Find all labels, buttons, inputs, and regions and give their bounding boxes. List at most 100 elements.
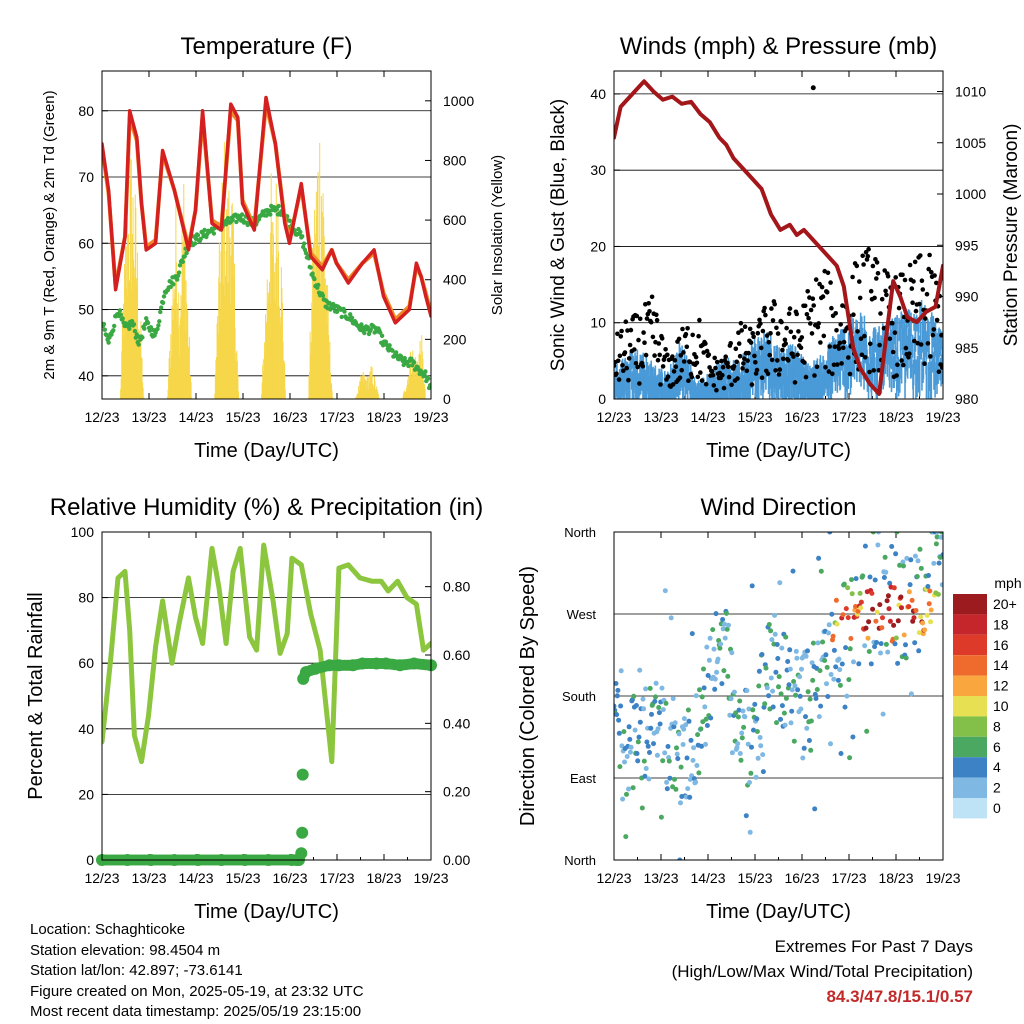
direction-point bbox=[758, 743, 764, 749]
gust-point bbox=[686, 378, 691, 384]
direction-point bbox=[900, 559, 906, 565]
direction-point bbox=[731, 689, 737, 695]
direction-point bbox=[673, 786, 679, 792]
legend-label: 2 bbox=[993, 780, 1001, 796]
direction-point bbox=[891, 622, 897, 628]
direction-point bbox=[817, 668, 823, 674]
direction-point bbox=[935, 591, 941, 597]
direction-point bbox=[816, 714, 822, 720]
gust-point bbox=[624, 365, 629, 371]
gust-point bbox=[745, 358, 750, 363]
gust-point bbox=[656, 341, 662, 346]
precip-series bbox=[96, 657, 437, 866]
direction-point bbox=[878, 641, 884, 647]
gust-point bbox=[834, 328, 839, 333]
direction-point bbox=[847, 755, 853, 761]
dewpoint-point bbox=[312, 276, 317, 282]
legend-swatch bbox=[953, 716, 987, 737]
direction-point bbox=[940, 552, 943, 558]
legend-swatch bbox=[953, 798, 987, 819]
legend-swatch bbox=[953, 777, 987, 798]
direction-xtick-label: 12/23 bbox=[596, 870, 631, 886]
gust-point bbox=[863, 355, 868, 360]
gust-point bbox=[655, 357, 661, 363]
direction-point bbox=[872, 577, 878, 583]
direction-point bbox=[722, 621, 727, 627]
gust-point bbox=[913, 308, 919, 314]
dewpoint-point bbox=[117, 308, 123, 313]
gust-point bbox=[787, 306, 793, 311]
winds-title: Winds (mph) & Pressure (mb) bbox=[620, 33, 937, 60]
direction-point bbox=[908, 557, 914, 563]
gust-point bbox=[857, 279, 862, 284]
direction-point bbox=[746, 706, 752, 712]
direction-point bbox=[850, 734, 856, 740]
direction-point bbox=[687, 794, 693, 800]
gust-point bbox=[934, 280, 939, 286]
direction-point bbox=[738, 757, 744, 763]
direction-point bbox=[853, 576, 859, 582]
dewpoint-point bbox=[112, 323, 117, 329]
direction-point bbox=[618, 703, 624, 709]
humidity-xtick-label: 15/23 bbox=[225, 870, 260, 886]
direction-point bbox=[845, 615, 851, 621]
gust-point bbox=[786, 358, 791, 363]
direction-point bbox=[660, 707, 666, 713]
gust-point bbox=[934, 317, 940, 323]
direction-point bbox=[920, 620, 926, 626]
gust-point bbox=[788, 329, 794, 335]
gust-point bbox=[925, 341, 931, 346]
direction-point bbox=[647, 685, 653, 691]
direction-point bbox=[715, 656, 721, 662]
gust-point bbox=[769, 357, 775, 363]
humidity-xtick-label: 12/23 bbox=[84, 870, 119, 886]
dewpoint-point bbox=[147, 328, 153, 333]
direction-point bbox=[909, 597, 915, 603]
legend-label: 0 bbox=[993, 800, 1001, 816]
direction-point bbox=[696, 770, 702, 776]
direction-point bbox=[779, 703, 785, 709]
gust-point bbox=[733, 346, 739, 352]
gust-point bbox=[712, 355, 717, 361]
dewpoint-point bbox=[142, 326, 147, 331]
temperature-title: Temperature (F) bbox=[180, 33, 352, 60]
direction-point bbox=[637, 667, 643, 673]
direction-point bbox=[752, 701, 758, 707]
gust-point bbox=[912, 259, 918, 265]
gust-point bbox=[762, 305, 767, 311]
gust-point bbox=[870, 263, 876, 269]
gust-point bbox=[735, 376, 740, 381]
gust-point bbox=[936, 369, 942, 375]
station-elevation: Station elevation: 98.4504 m bbox=[30, 941, 221, 959]
direction-point bbox=[778, 691, 784, 697]
gust-point bbox=[657, 352, 662, 358]
direction-point bbox=[616, 717, 622, 723]
gust-point bbox=[906, 355, 911, 360]
direction-point bbox=[847, 646, 853, 652]
gust-point bbox=[652, 353, 657, 358]
gust-point bbox=[851, 312, 856, 318]
sonic-wind-series bbox=[614, 299, 943, 399]
direction-point bbox=[928, 607, 934, 613]
direction-point bbox=[623, 834, 629, 840]
gust-point bbox=[614, 371, 619, 377]
direction-point bbox=[739, 730, 745, 736]
direction-point bbox=[837, 667, 843, 673]
gust-point bbox=[758, 345, 764, 351]
legend-label: 14 bbox=[993, 657, 1009, 673]
direction-point bbox=[634, 751, 640, 756]
gust-point bbox=[766, 339, 772, 345]
direction-point bbox=[685, 707, 691, 713]
temperature-xtick-label: 18/23 bbox=[366, 409, 401, 425]
gust-point bbox=[637, 316, 643, 322]
gust-point bbox=[742, 324, 748, 330]
winds-ytick-label: 0 bbox=[598, 391, 606, 407]
direction-point bbox=[912, 640, 918, 646]
direction-point bbox=[734, 745, 740, 750]
direction-point bbox=[895, 660, 901, 666]
legend-swatch bbox=[953, 634, 987, 656]
data-timestamp: Most recent data timestamp: 2025/05/19 2… bbox=[30, 1003, 362, 1020]
direction-point bbox=[665, 744, 671, 749]
direction-point bbox=[632, 727, 638, 733]
direction-point bbox=[838, 751, 844, 756]
